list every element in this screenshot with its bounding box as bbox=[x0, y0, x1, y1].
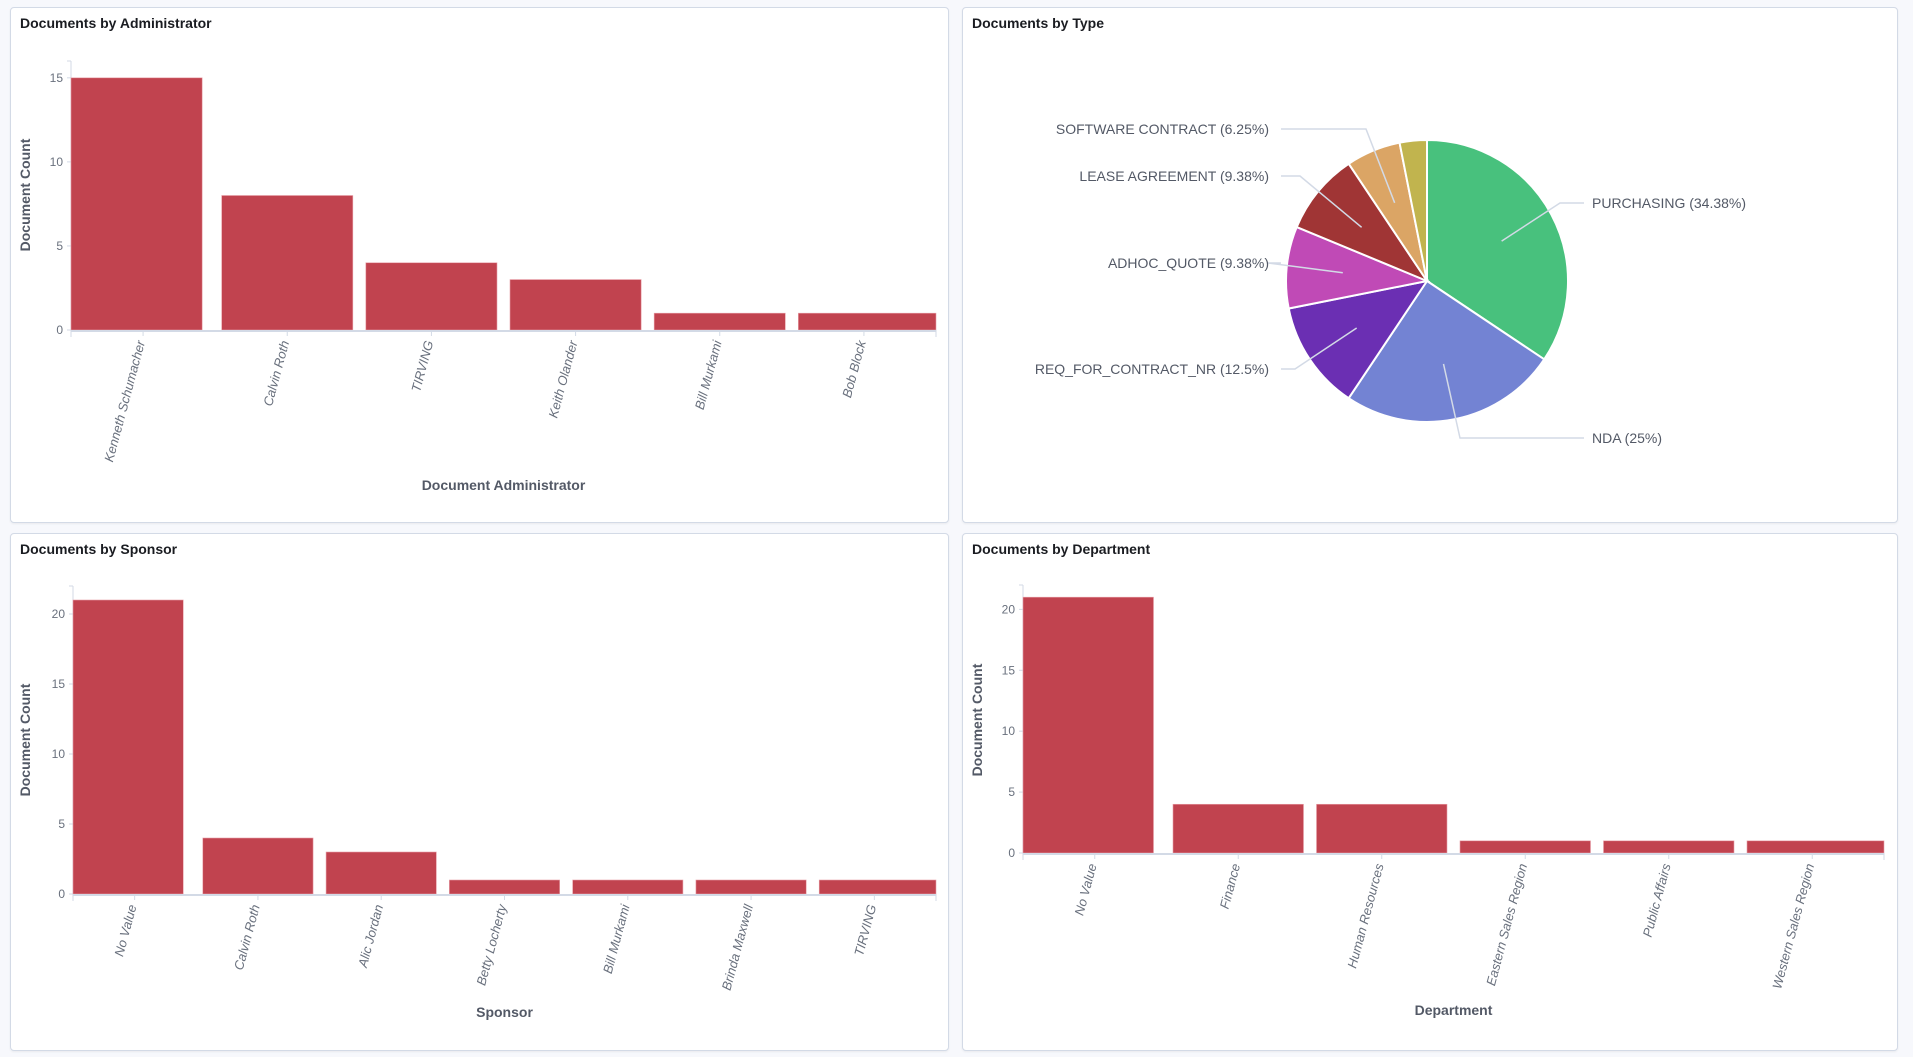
bar bbox=[1316, 803, 1448, 854]
bar bbox=[572, 879, 684, 895]
bar bbox=[365, 262, 498, 331]
pie-label: PURCHASING (34.38%) bbox=[1592, 195, 1746, 211]
x-axis-title: Department bbox=[1415, 1002, 1493, 1018]
panel-type: Documents by Type bbox=[962, 7, 1898, 523]
y-tick-label: 5 bbox=[1008, 785, 1015, 799]
pie-slice bbox=[1284, 225, 1431, 310]
x-tick-label: Alic Jordan bbox=[355, 903, 386, 970]
y-tick-label: 5 bbox=[58, 817, 65, 831]
panel-title: Documents by Sponsor bbox=[20, 541, 178, 557]
leader-line bbox=[1281, 175, 1363, 228]
bar bbox=[221, 195, 354, 331]
bar bbox=[818, 879, 937, 895]
bar-chart-2: 0 5 10 15 20 No Value Calvin Roth Alic Jordan Be… bbox=[17, 585, 937, 1020]
bar-chart-0: 0 5 10 15 Kenneth Schumacher Calvin Roth TIRVI… bbox=[17, 60, 937, 493]
x-tick-label: Public Affairs bbox=[1640, 861, 1674, 938]
bar bbox=[653, 312, 786, 331]
y-tick-label: 0 bbox=[56, 323, 63, 337]
y-tick-label: 10 bbox=[1002, 724, 1016, 738]
y-tick-label: 0 bbox=[58, 887, 65, 901]
x-tick-label: Bob Block bbox=[839, 337, 869, 399]
y-tick-label: 5 bbox=[56, 239, 63, 253]
x-tick-label: Western Sales Region bbox=[1769, 862, 1817, 991]
pie-slice bbox=[1398, 138, 1428, 282]
y-tick-label: 15 bbox=[1002, 663, 1016, 677]
leader-line bbox=[1442, 363, 1584, 439]
bar bbox=[1746, 840, 1885, 854]
x-tick-label: TIRVING bbox=[851, 903, 879, 958]
x-tick-label: No Value bbox=[111, 903, 139, 958]
leader-line bbox=[1281, 128, 1396, 204]
pie-label: REQ_FOR_CONTRACT_NR (12.5%) bbox=[1035, 361, 1269, 377]
y-axis-title: Document Count bbox=[17, 683, 33, 796]
pie-label: NDA (25%) bbox=[1592, 430, 1662, 446]
x-tick-label: Human Resources bbox=[1344, 861, 1386, 969]
bar bbox=[1459, 840, 1591, 854]
leader-line bbox=[1501, 202, 1584, 242]
y-tick-label: 10 bbox=[52, 747, 66, 761]
bar bbox=[72, 599, 184, 895]
pie-label: SOFTWARE CONTRACT (6.25%) bbox=[1056, 121, 1269, 137]
x-tick-label: TIRVING bbox=[408, 339, 436, 394]
x-tick-label: Calvin Roth bbox=[260, 339, 292, 408]
panel-title: Documents by Administrator bbox=[20, 15, 212, 31]
pie-chart: PURCHASING (34.38%) NDA (25%) REQ_FOR_CONT… bbox=[1035, 121, 1746, 446]
y-tick-label: 0 bbox=[1008, 846, 1015, 860]
panel-title: Documents by Department bbox=[972, 541, 1151, 557]
x-axis-title: Document Administrator bbox=[422, 477, 586, 493]
bar bbox=[695, 879, 807, 895]
y-tick-label: 15 bbox=[50, 71, 64, 85]
y-tick-label: 20 bbox=[1002, 602, 1016, 616]
x-tick-label: Keith Olander bbox=[545, 338, 580, 419]
y-tick-label: 15 bbox=[52, 677, 66, 691]
x-tick-label: Brinda Maxwell bbox=[719, 902, 757, 992]
leader-line bbox=[1267, 262, 1343, 274]
y-tick-label: 10 bbox=[50, 155, 64, 169]
bar bbox=[202, 837, 314, 895]
bar bbox=[325, 851, 437, 895]
x-tick-label: Bill Murkami bbox=[600, 902, 633, 975]
x-tick-label: Bill Murkami bbox=[692, 338, 725, 411]
bar bbox=[1172, 803, 1304, 854]
pie-slice bbox=[1347, 279, 1546, 423]
bar bbox=[798, 312, 937, 331]
pie-label: ADHOC_QUOTE (9.38%) bbox=[1108, 255, 1269, 271]
bar bbox=[509, 279, 642, 331]
y-tick-label: 20 bbox=[52, 607, 66, 621]
bar bbox=[70, 77, 203, 331]
x-tick-label: No Value bbox=[1071, 862, 1099, 917]
x-tick-label: Calvin Roth bbox=[231, 903, 263, 972]
bar-chart-3: 0 5 10 15 20 No Value Finance Human Resources Ea… bbox=[969, 584, 1885, 1018]
y-axis-title: Document Count bbox=[17, 138, 33, 251]
pie-label: LEASE AGREEMENT (9.38%) bbox=[1079, 168, 1269, 184]
x-axis-title: Sponsor bbox=[476, 1004, 533, 1020]
x-tick-label: Eastern Sales Region bbox=[1483, 862, 1530, 987]
y-axis-title: Document Count bbox=[969, 663, 985, 776]
panel-title: Documents by Type bbox=[972, 15, 1104, 31]
leader-line bbox=[1281, 327, 1358, 370]
x-tick-label: Finance bbox=[1217, 862, 1243, 911]
bar bbox=[1603, 840, 1735, 854]
x-tick-label: Betty Locherty bbox=[473, 901, 509, 987]
bar bbox=[1022, 596, 1154, 854]
x-tick-label: Kenneth Schumacher bbox=[101, 338, 148, 463]
bar bbox=[449, 879, 560, 895]
